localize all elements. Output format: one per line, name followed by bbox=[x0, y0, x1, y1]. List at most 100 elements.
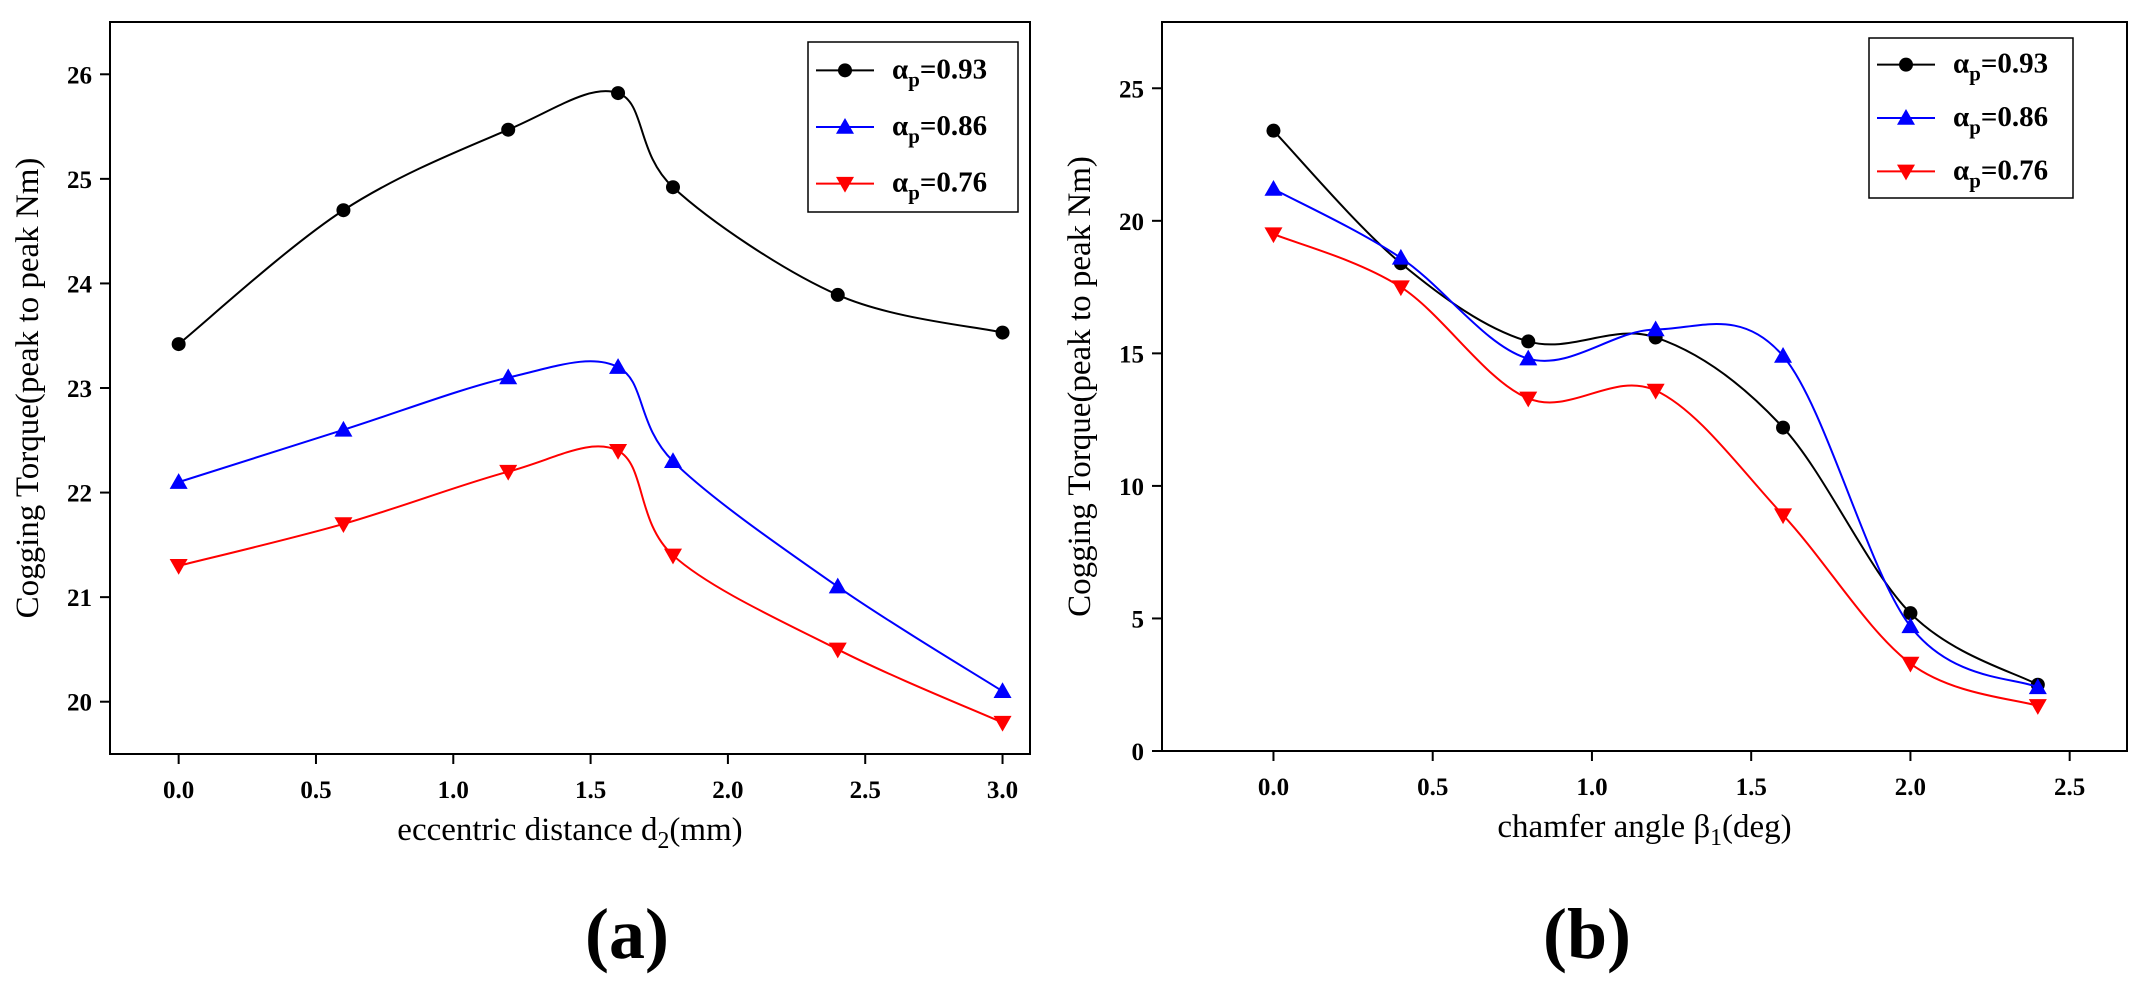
chart-b-series-2-point bbox=[1646, 383, 1665, 400]
chart-a-series-2-point bbox=[169, 559, 188, 575]
chart-a-series-2-point bbox=[499, 464, 518, 481]
chart-b-legend-label-1-tail: =0.86 bbox=[1981, 101, 2048, 133]
chart-a-legend-label-2-tail: =0.76 bbox=[920, 167, 987, 199]
chart-a-legend-label-1-tail: =0.86 bbox=[920, 110, 987, 142]
chart-b-legend-marker-0 bbox=[1899, 57, 1913, 72]
chart-a-x-axis-title: eccentric distance d2(mm) bbox=[397, 812, 742, 854]
chart-a-legend-label-0-sub: p bbox=[908, 67, 920, 91]
chart-a-series-0-point bbox=[830, 287, 845, 302]
chart-b-legend-label-2-main: α bbox=[1953, 154, 1969, 186]
chart-a-series-1-point bbox=[169, 473, 188, 489]
chart-b-series-2-point bbox=[1519, 391, 1538, 408]
chart-b-legend-label-1-main: α bbox=[1953, 101, 1969, 133]
chart-a-series-1-point bbox=[993, 682, 1012, 699]
chart-b-legend-marker-1 bbox=[1897, 109, 1915, 125]
chart-b-x-axis-title: chamfer angle β1(deg) bbox=[1497, 809, 1791, 851]
chart-b-x-tick-label: 1.5 bbox=[1736, 774, 1767, 801]
chart-b-series-2-point bbox=[1391, 280, 1410, 297]
chart-b-series-2-point bbox=[1774, 508, 1793, 525]
chart-b-legend-label-0-tail: =0.93 bbox=[1981, 48, 2048, 80]
chart-b-series-2-line bbox=[1273, 233, 2039, 707]
chart-b-y-tick-label: 5 bbox=[1132, 606, 1145, 633]
chart-b-x-tick-label: 2.0 bbox=[1895, 774, 1926, 801]
chart-a: 0.0 0.5 1.0 1.5 2.0 2.5 3.0 20 21 22 23 24 25 26 eccen… bbox=[10, 21, 1031, 974]
chart-b-legend-label-2-tail: =0.76 bbox=[1981, 154, 2048, 186]
chart-a-x-axis-title-tail: (mm) bbox=[669, 812, 742, 848]
chart-b-panel-label: (b) bbox=[1543, 894, 1631, 974]
chart-a-y-tick-label: 20 bbox=[67, 690, 92, 717]
chart-a-legend-marker-2 bbox=[836, 176, 854, 193]
chart-a-x-tick-label: 1.0 bbox=[438, 777, 469, 804]
chart-a-series-1-point bbox=[609, 358, 628, 374]
chart-a-legend-label-2-main: α bbox=[892, 167, 908, 199]
chart-a-y-tick-label: 25 bbox=[67, 167, 92, 194]
chart-b-series-2-point bbox=[1901, 656, 1920, 673]
chart-a-legend-label-1: αp=0.86 bbox=[892, 110, 987, 148]
chart-a-series-0-point bbox=[336, 203, 351, 218]
chart-a-series-0-point bbox=[501, 122, 516, 137]
chart-b-series-1-point bbox=[1646, 320, 1665, 337]
chart-b-series-1-point bbox=[1774, 347, 1793, 363]
chart-b-legend-label-2-sub: p bbox=[1969, 168, 1981, 192]
chart-b-y-tick-label: 10 bbox=[1119, 474, 1144, 501]
chart-b-x-axis-title-tail: (deg) bbox=[1722, 809, 1792, 845]
chart-a-series-0-point bbox=[171, 337, 186, 352]
chart-b-series-0-line bbox=[1272, 129, 2039, 686]
chart-b-legend-label-1-sub: p bbox=[1969, 115, 1981, 139]
chart-b-x-tick-label: 2.5 bbox=[2054, 774, 2085, 801]
chart-a-series-0-point bbox=[665, 180, 680, 195]
chart-a-x-tick-label: 3.0 bbox=[987, 777, 1018, 804]
chart-b-series-1-point bbox=[1264, 180, 1283, 196]
chart-a-x-tick-label: 0.5 bbox=[300, 777, 331, 804]
chart-a-x-tick-label: 0.0 bbox=[163, 777, 194, 804]
chart-b-legend-label-0-main: α bbox=[1953, 48, 1969, 80]
chart-a-y-tick-label: 24 bbox=[67, 271, 93, 298]
chart-b-series-1-point bbox=[1901, 617, 1920, 634]
chart-a-series-0-point bbox=[995, 325, 1010, 340]
chart-b-legend-label-1: αp=0.86 bbox=[1953, 101, 2048, 139]
chart-b-legend-label-0-sub: p bbox=[1969, 62, 1981, 86]
chart-b-y-tick-label: 0 bbox=[1132, 739, 1145, 766]
chart-a-series-2-point bbox=[334, 517, 353, 533]
chart-b-legend-label-2: αp=0.76 bbox=[1953, 154, 2048, 192]
chart-b-series-1-point bbox=[1519, 349, 1538, 366]
chart-b-y-tick-label: 25 bbox=[1119, 76, 1144, 103]
chart-a-legend-label-1-main: α bbox=[892, 110, 908, 142]
chart-a-series-1-point bbox=[334, 420, 353, 437]
chart-a-y-tick-label: 21 bbox=[67, 585, 92, 612]
chart-a-legend-label-1-sub: p bbox=[908, 124, 920, 148]
chart-b: 0.0 0.5 1.0 1.5 2.0 2.5 0 5 10 15 20 25 chamfer angl… bbox=[1062, 21, 2128, 974]
chart-a-x-axis-title-main: eccentric distance d bbox=[397, 812, 658, 848]
chart-b-series-2-point bbox=[2028, 699, 2047, 715]
chart-a-legend-label-0-tail: =0.93 bbox=[920, 53, 987, 85]
chart-b-series-0-point bbox=[1776, 420, 1791, 435]
chart-a-series-2-line bbox=[178, 445, 1003, 724]
chart-a-series-1-point bbox=[663, 452, 682, 468]
chart-a-panel-label: (a) bbox=[585, 894, 669, 974]
chart-a-x-tick-label: 2.0 bbox=[712, 777, 743, 804]
chart-b-x-tick-label: 0.5 bbox=[1417, 774, 1448, 801]
chart-b-series-2-point bbox=[1264, 227, 1283, 244]
chart-b-y-axis-title: Cogging Torque(peak to peak Nm) bbox=[1062, 156, 1098, 617]
chart-b-series-1-point bbox=[2028, 678, 2047, 695]
chart-a-legend-marker-0 bbox=[838, 63, 852, 78]
chart-a-x-tick-label: 2.5 bbox=[850, 777, 881, 804]
chart-a-series-2-point bbox=[609, 443, 628, 460]
chart-b-series-0-point bbox=[1903, 606, 1918, 621]
chart-a-series-2-point bbox=[663, 548, 682, 565]
chart-b-x-axis-title-main: chamfer angle β bbox=[1497, 809, 1710, 845]
chart-b-series-1-line bbox=[1272, 188, 2039, 689]
chart-a-x-tick-label: 1.5 bbox=[575, 777, 606, 804]
chart-b-x-tick-label: 1.0 bbox=[1576, 774, 1607, 801]
chart-a-series-1-point bbox=[499, 368, 518, 385]
chart-b-series-0-point bbox=[1521, 334, 1536, 349]
chart-a-series-1-point bbox=[828, 577, 847, 594]
chart-b-x-tick-label: 0.0 bbox=[1258, 774, 1289, 801]
chart-b-plot-frame bbox=[1161, 21, 2128, 752]
chart-a-legend-label-0: αp=0.93 bbox=[892, 53, 987, 91]
chart-b-series-0-point bbox=[1266, 123, 1281, 138]
chart-b-legend-label-0: αp=0.93 bbox=[1953, 48, 2048, 86]
